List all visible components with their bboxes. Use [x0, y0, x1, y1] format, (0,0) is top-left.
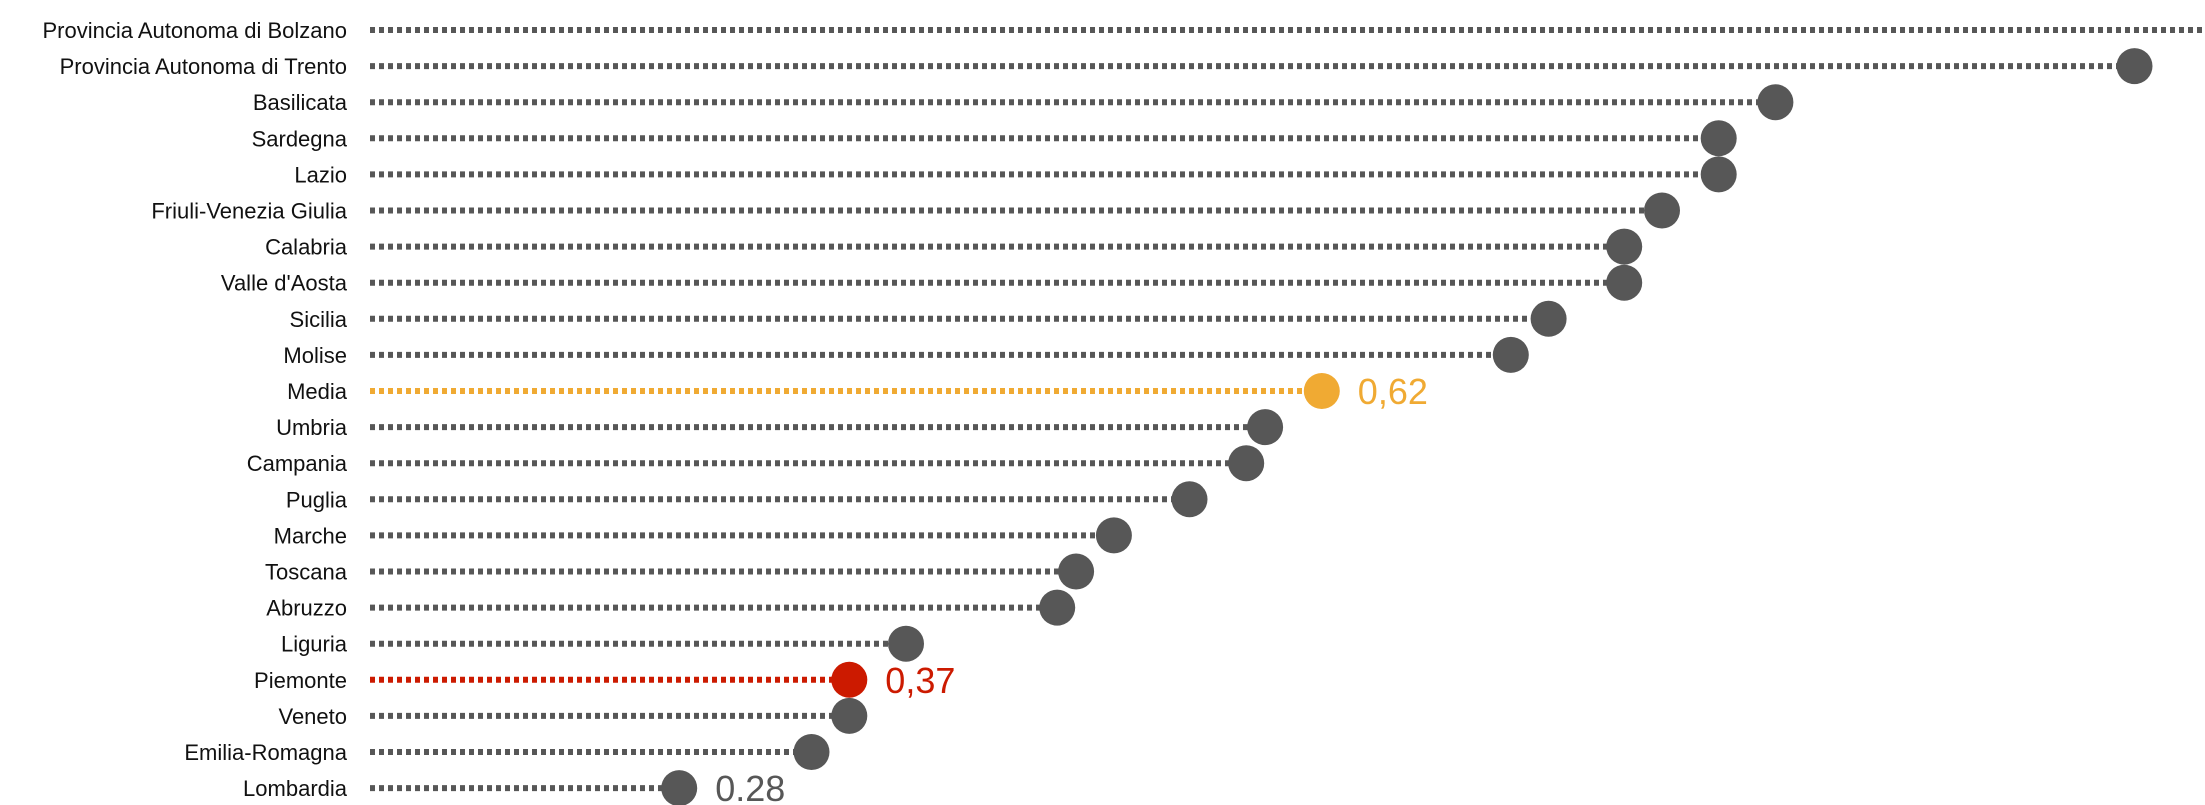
category-label-veneto: Veneto [278, 704, 347, 729]
dot-lombardia [661, 770, 698, 805]
data-labels-layer: 1,100,620,370.28 [715, 371, 1428, 805]
category-label-lazio: Lazio [294, 162, 347, 187]
dot-emilia-romagna [793, 734, 830, 770]
category-label-abruzzo: Abruzzo [266, 596, 347, 621]
dot-sardegna [1700, 120, 1737, 157]
dot-marche [1095, 517, 1132, 554]
dot-campania [1228, 445, 1265, 482]
dot-valle-d-aosta [1606, 264, 1643, 301]
category-label-marche: Marche [274, 523, 347, 548]
dot-umbria [1247, 409, 1284, 446]
category-label-liguria: Liguria [281, 632, 348, 657]
category-label-provincia-autonoma-di-bolzano: Provincia Autonoma di Bolzano [42, 18, 347, 43]
dot-sicilia [1530, 300, 1567, 337]
dot-liguria [888, 625, 924, 662]
dot-lazio [1700, 156, 1737, 193]
stems-layer [370, 27, 2205, 792]
category-label-lombardia: Lombardia [243, 776, 348, 801]
dot-provincia-autonoma-di-trento [2116, 48, 2153, 85]
category-label-molise: Molise [283, 343, 347, 368]
category-label-umbria: Umbria [276, 415, 348, 440]
dot-puglia [1171, 481, 1208, 518]
category-label-piemonte: Piemonte [254, 668, 347, 693]
category-label-provincia-autonoma-di-trento: Provincia Autonoma di Trento [60, 54, 347, 79]
category-label-puglia: Puglia [286, 487, 348, 512]
dot-toscana [1058, 553, 1095, 590]
category-label-friuli-venezia-giulia: Friuli-Venezia Giulia [151, 199, 347, 224]
dot-piemonte [831, 661, 868, 698]
category-label-campania: Campania [247, 451, 348, 476]
category-label-toscana: Toscana [265, 560, 348, 585]
value-label-media: 0,62 [1358, 371, 1428, 412]
dot-media [1303, 373, 1340, 409]
dot-basilicata [1757, 84, 1794, 121]
dot-friuli-venezia-giulia [1644, 192, 1680, 229]
value-label-piemonte: 0,37 [885, 660, 955, 701]
category-label-sicilia: Sicilia [290, 307, 348, 332]
dots-layer [661, 48, 2153, 805]
dot-veneto [831, 697, 868, 734]
category-label-emilia-romagna: Emilia-Romagna [184, 740, 347, 765]
dot-calabria [1606, 228, 1643, 265]
value-label-lombardia: 0.28 [715, 768, 785, 805]
dot-abruzzo [1039, 589, 1076, 626]
category-label-basilicata: Basilicata [253, 90, 348, 115]
dot-molise [1492, 336, 1529, 373]
category-label-media: Media [287, 379, 348, 404]
category-label-sardegna: Sardegna [252, 126, 348, 151]
category-labels-layer: Provincia Autonoma di Bolzano Provincia A… [42, 18, 347, 801]
category-label-calabria: Calabria [265, 235, 348, 260]
category-label-valle-d-aosta: Valle d'Aosta [221, 271, 348, 296]
